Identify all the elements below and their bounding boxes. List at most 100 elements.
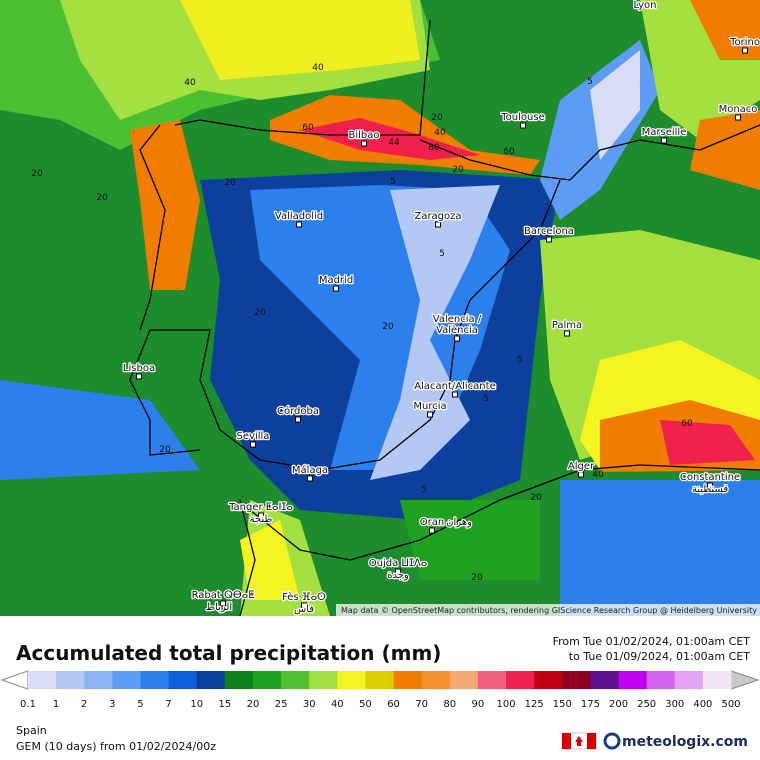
city-marker bbox=[307, 475, 313, 482]
city-label: Oujda ⵡⵊⴷⴰ bbox=[369, 558, 428, 569]
city-label: طنجة bbox=[250, 514, 273, 525]
legend-tick-label: 30 bbox=[303, 699, 316, 710]
contour-label: 80 bbox=[428, 143, 440, 153]
legend-swatch bbox=[252, 671, 282, 689]
legend-swatch bbox=[56, 671, 85, 689]
legend-swatch bbox=[28, 671, 57, 689]
legend-swatch bbox=[196, 671, 226, 689]
city-label: Fès ⴼⴰⵙ bbox=[282, 591, 326, 603]
city-marker bbox=[578, 471, 584, 478]
city-label: Constantine bbox=[680, 472, 740, 483]
city-label: Marseille bbox=[642, 127, 687, 138]
city-label: Alger bbox=[568, 461, 595, 472]
contour-label: 5 bbox=[439, 249, 445, 259]
flag bbox=[562, 733, 571, 749]
precip-area bbox=[180, 0, 420, 80]
legend-tick-label: 2 bbox=[81, 699, 87, 710]
city-label: Málaga bbox=[292, 464, 328, 476]
legend-swatch bbox=[562, 671, 591, 689]
legend-tick-label: 400 bbox=[693, 699, 712, 710]
legend-tick-label: 500 bbox=[721, 699, 740, 710]
contour-label: 20 bbox=[254, 308, 266, 318]
city-label: Barcelona bbox=[524, 226, 574, 237]
legend-swatch bbox=[618, 671, 648, 689]
precip-area bbox=[300, 118, 480, 160]
precip-area bbox=[560, 480, 760, 616]
map: Lyon Torino Monaco Marseille Toulouse Bilbao Z… bbox=[0, 0, 760, 616]
city-marker bbox=[427, 411, 433, 418]
city-label: Torino bbox=[729, 37, 760, 48]
contour-label: 5 bbox=[587, 77, 593, 87]
legend-swatch bbox=[702, 671, 732, 689]
contour-label: 40 bbox=[312, 63, 324, 73]
city-marker bbox=[333, 285, 339, 292]
city-marker bbox=[250, 441, 256, 448]
city-marker bbox=[301, 602, 307, 609]
city-marker bbox=[435, 221, 441, 228]
legend-tick-label: 1 bbox=[53, 699, 59, 710]
precip-area bbox=[660, 420, 755, 465]
date-to: to Tue 01/09/2024, 01:00am CET bbox=[569, 650, 751, 663]
city-marker bbox=[707, 482, 713, 489]
contour-label: 20 bbox=[452, 165, 464, 175]
contour-label: 5 bbox=[390, 177, 396, 187]
legend-tick-label: 100 bbox=[496, 699, 515, 710]
legend-swatch bbox=[337, 671, 366, 689]
title: Accumulated total precipitation (mm) bbox=[16, 641, 441, 665]
city-marker bbox=[661, 137, 667, 144]
city-marker bbox=[296, 221, 302, 228]
contour-label: 20 bbox=[31, 169, 43, 179]
contour-label: 40 bbox=[434, 128, 446, 138]
flag bbox=[575, 736, 583, 746]
legend-arrow-left bbox=[0, 670, 29, 690]
legend-tick-label: 5 bbox=[137, 699, 143, 710]
legend-swatch bbox=[393, 671, 423, 689]
legend-tick-label: 150 bbox=[553, 699, 572, 710]
city-label: الرباط bbox=[206, 602, 232, 613]
city-marker bbox=[295, 416, 301, 423]
city-label: Monaco bbox=[719, 104, 758, 115]
legend-tick-label: 175 bbox=[581, 699, 600, 710]
legend-tick-label: 0.1 bbox=[20, 699, 36, 710]
precip-area bbox=[690, 110, 760, 190]
contour-label: 44 bbox=[388, 138, 400, 148]
contour-label: 20 bbox=[471, 573, 483, 583]
legend-swatch bbox=[224, 671, 254, 689]
city-marker bbox=[136, 373, 142, 380]
contour-label: 40 bbox=[592, 470, 604, 480]
city-label: Valladolid bbox=[275, 211, 323, 222]
city-label: Rabat ⵕⴱⴰⵟ bbox=[192, 590, 255, 601]
city-label: وجدة bbox=[387, 570, 409, 581]
city-label: وهران bbox=[446, 517, 472, 528]
legend-tick-label: 40 bbox=[331, 699, 344, 710]
legend-tick-label: 200 bbox=[609, 699, 628, 710]
region: Spain bbox=[16, 724, 47, 737]
legend-swatch bbox=[590, 671, 620, 689]
city-label: Murcia bbox=[413, 401, 446, 412]
city-marker bbox=[429, 527, 435, 534]
city-marker bbox=[361, 140, 367, 147]
contour-label: 60 bbox=[681, 419, 693, 429]
legend-swatch bbox=[112, 671, 141, 689]
model: GEM (10 days) from 01/02/2024/00z bbox=[16, 740, 216, 753]
city-marker bbox=[454, 335, 460, 342]
attribution-background bbox=[336, 604, 760, 616]
attribution: Map data © OpenStreetMap contributors, r… bbox=[341, 606, 757, 615]
city-marker bbox=[564, 330, 570, 337]
city-label: Toulouse bbox=[500, 112, 544, 123]
legend-arrow-right bbox=[730, 670, 760, 690]
brand: meteologix.com bbox=[622, 734, 748, 750]
city-label: Lisboa bbox=[123, 363, 155, 374]
contour-label: 20 bbox=[159, 445, 171, 455]
date-from: From Tue 01/02/2024, 01:00am CET bbox=[553, 635, 751, 648]
legend-tick-label: 10 bbox=[190, 699, 203, 710]
contour-label: 20 bbox=[96, 193, 108, 203]
precip-area bbox=[370, 185, 500, 480]
city-label: فاس bbox=[294, 604, 314, 615]
legend-tick-label: 50 bbox=[359, 699, 372, 710]
legend-tick-label: 15 bbox=[218, 699, 231, 710]
coastline bbox=[129, 19, 760, 617]
city-marker bbox=[735, 114, 741, 121]
precip-area bbox=[590, 50, 640, 160]
